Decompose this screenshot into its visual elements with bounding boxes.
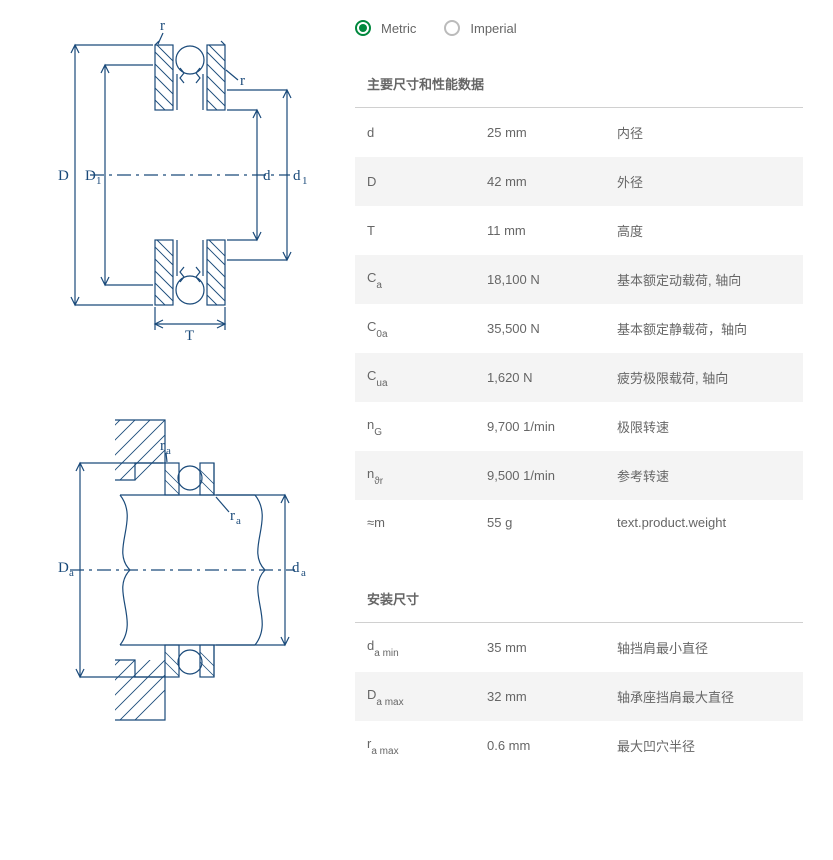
spec-column: Metric Imperial 主要尺寸和性能数据 d25 mm内径D42 mm… — [335, 0, 833, 814]
spec-symbol: ra max — [355, 721, 475, 770]
svg-text:a: a — [236, 515, 241, 527]
table-row: C0a35,500 N基本额定静载荷，轴向 — [355, 304, 803, 353]
spec-symbol: ≈m — [355, 500, 475, 545]
diagram-column: D D 1 d d 1 — [0, 0, 335, 814]
diagram-top: D D 1 d d 1 — [30, 10, 315, 340]
svg-text:a: a — [69, 567, 74, 579]
spec-value: 9,700 1/min — [475, 402, 605, 451]
spec-desc: 疲劳极限载荷, 轴向 — [605, 353, 803, 402]
svg-text:a: a — [301, 567, 306, 579]
spec-value: 18,100 N — [475, 255, 605, 304]
spec-value: 0.6 mm — [475, 721, 605, 770]
radio-label: Imperial — [470, 21, 516, 36]
spec-desc: 内径 — [605, 108, 803, 157]
svg-text:d: d — [293, 168, 301, 184]
radio-metric[interactable]: Metric — [355, 20, 416, 36]
table-row: Ca18,100 N基本额定动载荷, 轴向 — [355, 255, 803, 304]
svg-text:d: d — [292, 560, 300, 576]
spec-value: 25 mm — [475, 108, 605, 157]
main-spec-table: d25 mm内径D42 mm外径T11 mm高度Ca18,100 N基本额定动载… — [355, 108, 803, 545]
spec-value: 35 mm — [475, 623, 605, 672]
table-row: Da max32 mm轴承座挡肩最大直径 — [355, 672, 803, 721]
spec-desc: 基本额定动载荷, 轴向 — [605, 255, 803, 304]
table-row: D42 mm外径 — [355, 157, 803, 206]
spec-desc: 基本额定静载荷，轴向 — [605, 304, 803, 353]
spec-desc: 外径 — [605, 157, 803, 206]
spec-symbol: Da max — [355, 672, 475, 721]
spec-desc: 轴承座挡肩最大直径 — [605, 672, 803, 721]
section-title-main: 主要尺寸和性能数据 — [355, 74, 803, 108]
radio-icon — [355, 20, 371, 36]
svg-text:D: D — [58, 168, 69, 184]
table-row: nG9,700 1/min极限转速 — [355, 402, 803, 451]
svg-text:D: D — [58, 560, 69, 576]
spec-symbol: da min — [355, 623, 475, 672]
table-row: Cua1,620 N疲劳极限载荷, 轴向 — [355, 353, 803, 402]
diagram-bottom: D a d a r a r a — [30, 400, 315, 730]
svg-text:r: r — [160, 438, 165, 454]
spec-desc: 参考转速 — [605, 451, 803, 500]
table-row: ≈m55 gtext.product.weight — [355, 500, 803, 545]
spec-symbol: T — [355, 206, 475, 255]
svg-text:r: r — [230, 508, 235, 524]
spec-desc: 高度 — [605, 206, 803, 255]
spec-desc: 最大凹穴半径 — [605, 721, 803, 770]
spec-value: 32 mm — [475, 672, 605, 721]
spec-value: 42 mm — [475, 157, 605, 206]
svg-text:T: T — [185, 328, 194, 340]
table-row: nϑr9,500 1/min参考转速 — [355, 451, 803, 500]
spec-desc: 轴挡肩最小直径 — [605, 623, 803, 672]
spec-symbol: nϑr — [355, 451, 475, 500]
table-row: d25 mm内径 — [355, 108, 803, 157]
radio-icon — [444, 20, 460, 36]
svg-text:1: 1 — [96, 175, 102, 187]
spec-value: 1,620 N — [475, 353, 605, 402]
spec-symbol: C0a — [355, 304, 475, 353]
svg-text:r: r — [240, 73, 245, 89]
mount-spec-table: da min35 mm轴挡肩最小直径Da max32 mm轴承座挡肩最大直径ra… — [355, 623, 803, 770]
spec-value: 11 mm — [475, 206, 605, 255]
spec-symbol: d — [355, 108, 475, 157]
svg-text:1: 1 — [302, 175, 308, 187]
spec-desc: 极限转速 — [605, 402, 803, 451]
table-row: T11 mm高度 — [355, 206, 803, 255]
spec-symbol: Ca — [355, 255, 475, 304]
radio-imperial[interactable]: Imperial — [444, 20, 516, 36]
table-row: da min35 mm轴挡肩最小直径 — [355, 623, 803, 672]
spec-value: 55 g — [475, 500, 605, 545]
spec-value: 35,500 N — [475, 304, 605, 353]
spec-symbol: nG — [355, 402, 475, 451]
spec-symbol: Cua — [355, 353, 475, 402]
radio-label: Metric — [381, 21, 416, 36]
table-row: ra max0.6 mm最大凹穴半径 — [355, 721, 803, 770]
svg-text:d: d — [263, 168, 271, 184]
unit-selector: Metric Imperial — [355, 20, 803, 36]
section-title-mount: 安装尺寸 — [355, 589, 803, 623]
spec-symbol: D — [355, 157, 475, 206]
spec-value: 9,500 1/min — [475, 451, 605, 500]
spec-desc: text.product.weight — [605, 500, 803, 545]
svg-text:D: D — [85, 168, 96, 184]
svg-text:r: r — [160, 18, 165, 34]
